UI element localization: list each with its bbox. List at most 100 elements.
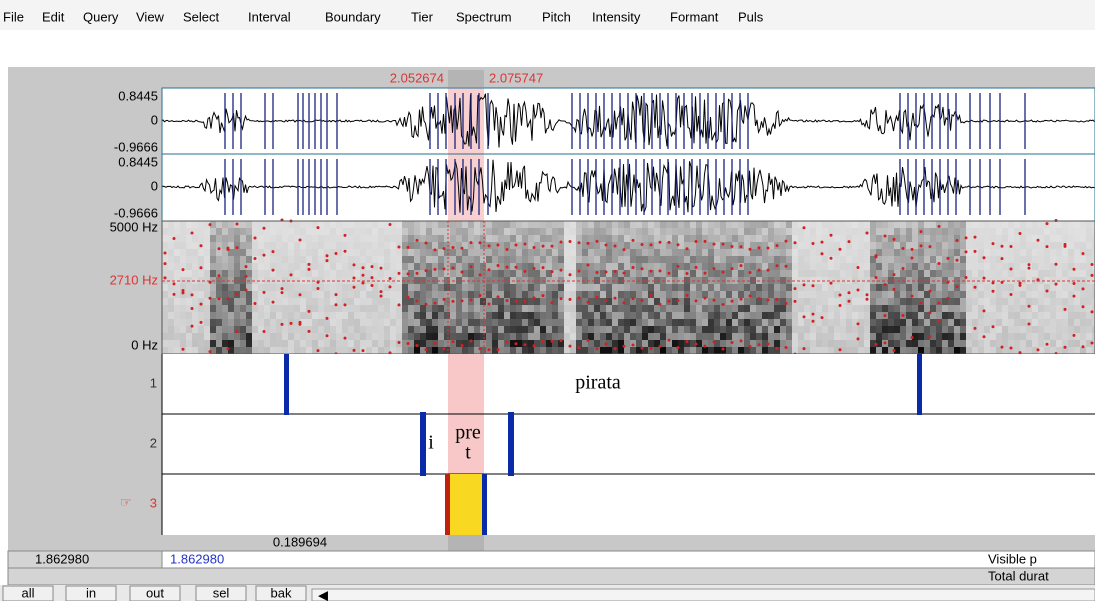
menu-item[interactable]: Intensity	[592, 9, 641, 24]
spectrogram-cell	[678, 333, 684, 340]
menu-item[interactable]: View	[136, 9, 165, 24]
menu-item[interactable]: Query	[83, 9, 119, 24]
spectrogram-cell	[276, 242, 282, 249]
spectrogram-cell	[558, 305, 564, 312]
menu-item[interactable]: Pitch	[542, 9, 571, 24]
spectrogram-cell	[228, 242, 234, 249]
button-label[interactable]: in	[86, 585, 96, 600]
spectrogram-cell	[720, 305, 726, 312]
spectrogram-cell	[1002, 347, 1008, 354]
spectrogram-cell	[444, 319, 450, 326]
spectrogram-cell	[378, 333, 384, 340]
menu-item[interactable]: File	[3, 9, 24, 24]
boundary[interactable]	[917, 354, 922, 415]
selected-boundary[interactable]	[445, 474, 450, 535]
spectrogram-cell	[888, 221, 894, 228]
scrollbar[interactable]	[311, 588, 1095, 601]
spectrogram-cell	[216, 221, 222, 228]
spectrogram-cell	[792, 333, 798, 340]
formant-dot	[541, 266, 545, 270]
spectrogram-cell	[342, 291, 348, 298]
spectrogram-cell	[228, 235, 234, 242]
spectrogram-cell	[258, 235, 264, 242]
boundary[interactable]	[284, 354, 289, 415]
button[interactable]	[255, 585, 307, 601]
spectrogram-cell	[642, 249, 648, 256]
interval-text[interactable]: t	[465, 442, 471, 464]
visible-bar[interactable]	[161, 550, 1095, 569]
button[interactable]	[129, 585, 181, 601]
menu-item[interactable]: Select	[183, 9, 220, 24]
scroll-arrow[interactable]: ◀	[318, 587, 328, 601]
formant-dot	[595, 270, 599, 274]
spectrogram-cell	[762, 256, 768, 263]
spectrogram-cell	[474, 326, 480, 333]
spectrogram-cell	[1092, 298, 1095, 305]
interval-text[interactable]: pre	[455, 422, 481, 444]
spectrogram-cell	[396, 228, 402, 235]
boundary[interactable]	[420, 412, 426, 476]
menu-item[interactable]: Formant	[670, 9, 719, 24]
spectrogram-cell	[954, 221, 960, 228]
spectrogram-cell	[948, 256, 954, 263]
spectrogram-cell	[996, 312, 1002, 319]
spectrogram-cell	[810, 228, 816, 235]
spectrogram-cell	[234, 235, 240, 242]
spectrogram-cell	[864, 312, 870, 319]
spectrogram-cell	[1062, 263, 1068, 270]
spectrogram-cell	[894, 333, 900, 340]
formant-dot	[631, 343, 635, 347]
spectrogram-cell	[906, 326, 912, 333]
spectrogram-cell	[258, 326, 264, 333]
button[interactable]	[65, 585, 117, 601]
interval-text[interactable]: i	[428, 432, 434, 454]
menu-item[interactable]: Boundary	[325, 9, 381, 24]
menu-item[interactable]: Spectrum	[456, 9, 512, 24]
spectrogram-cell	[246, 235, 252, 242]
spectrogram-cell	[348, 284, 354, 291]
spectrogram-cell	[882, 242, 888, 249]
formant-dot	[1009, 267, 1013, 271]
spectrogram-cell	[792, 249, 798, 256]
menu-item[interactable]: Tier	[411, 9, 434, 24]
tier-number[interactable]: 2	[150, 435, 157, 450]
spectrogram-cell	[576, 347, 582, 354]
button[interactable]	[195, 585, 247, 601]
button-label[interactable]: bak	[271, 585, 292, 600]
spectrogram-cell	[612, 284, 618, 291]
spectrogram-cell	[912, 333, 918, 340]
spectrogram-cell	[510, 333, 516, 340]
spectrogram-cell	[1056, 319, 1062, 326]
spectrogram-cell	[876, 228, 882, 235]
formant-dot	[721, 270, 725, 274]
spectrogram-cell	[768, 277, 774, 284]
spectrogram-cell	[684, 319, 690, 326]
formant-dot	[343, 249, 347, 253]
menu-item[interactable]: Puls	[738, 9, 764, 24]
spectrogram-cell	[384, 305, 390, 312]
spectrogram-cell	[492, 312, 498, 319]
spectrogram-cell	[768, 263, 774, 270]
tier-number[interactable]: 3	[150, 495, 157, 510]
formant-dot	[631, 297, 635, 301]
spectrogram-cell	[750, 235, 756, 242]
tier-number[interactable]: 1	[150, 375, 157, 390]
boundary[interactable]	[482, 474, 487, 535]
button[interactable]	[2, 585, 54, 601]
interval-text[interactable]: pirata	[575, 372, 621, 394]
boundary[interactable]	[508, 412, 514, 476]
spectrogram-cell	[774, 291, 780, 298]
formant-dot	[595, 239, 599, 243]
button-label[interactable]: sel	[213, 585, 230, 600]
button-label[interactable]: all	[21, 585, 34, 600]
menu-item[interactable]: Interval	[248, 9, 291, 24]
spectrogram-cell	[1080, 291, 1086, 298]
selected-interval[interactable]	[448, 474, 484, 535]
button-label[interactable]: out	[146, 585, 164, 600]
spectrogram-cell	[660, 312, 666, 319]
spectrogram-cell	[594, 305, 600, 312]
spectrogram-cell	[894, 347, 900, 354]
spectrogram-cell	[726, 228, 732, 235]
spectrogram-cell	[882, 263, 888, 270]
menu-item[interactable]: Edit	[42, 9, 65, 24]
